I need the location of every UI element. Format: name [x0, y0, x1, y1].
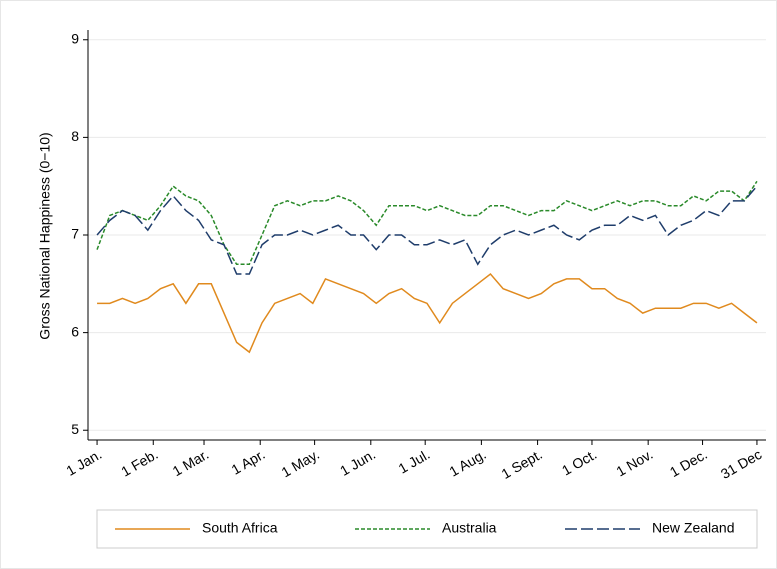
legend-label: South Africa: [202, 520, 278, 536]
legend-label: New Zealand: [652, 520, 735, 536]
y-tick-label: 5: [71, 421, 79, 437]
y-axis-title: Gross National Happiness (0−10): [37, 132, 53, 339]
series-line: [97, 273, 758, 354]
y-tick-label: 8: [71, 128, 79, 144]
legend-label: Australia: [442, 520, 497, 536]
y-tick-label: 6: [71, 323, 79, 339]
series-line: [96, 185, 758, 275]
y-tick-label: 7: [71, 226, 79, 242]
y-tick-label: 9: [71, 30, 79, 46]
series-line: [96, 180, 758, 266]
